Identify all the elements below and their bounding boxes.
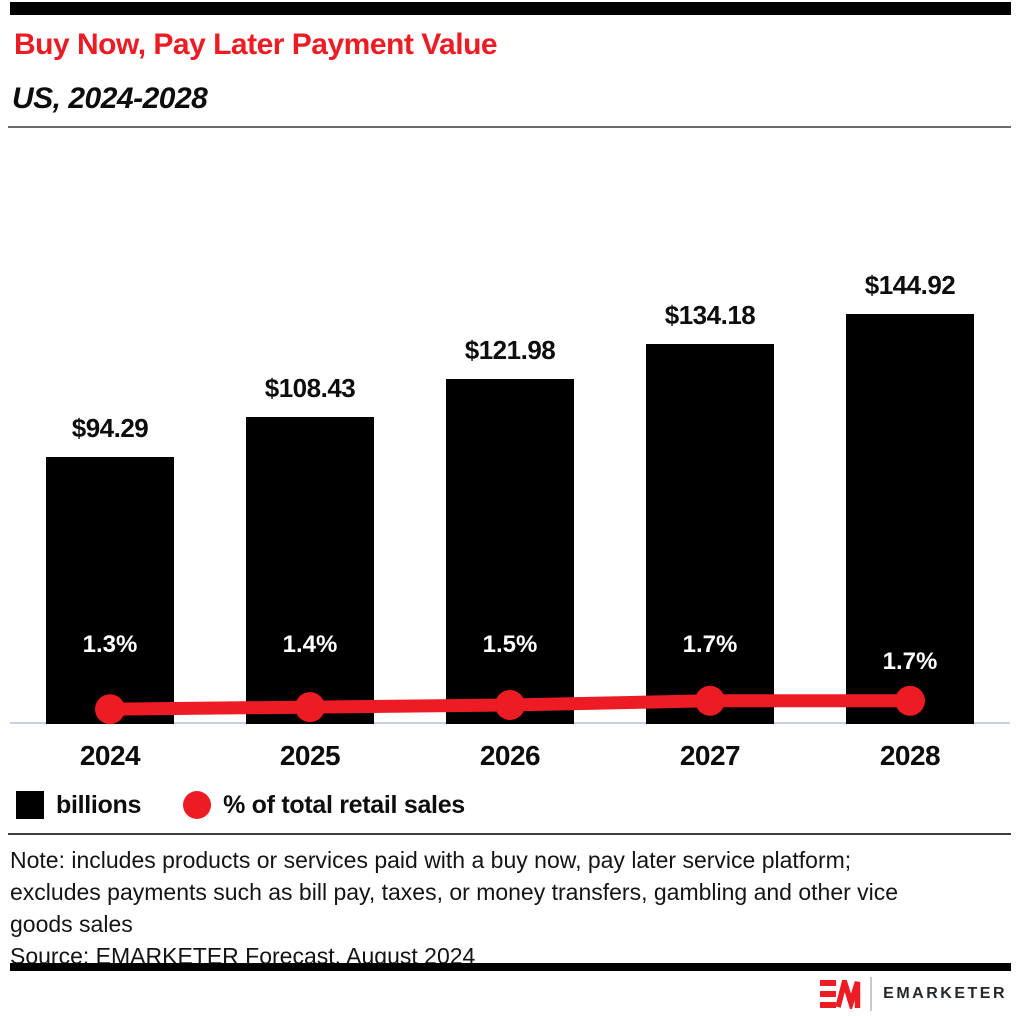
note-line-2: excludes payments such as bill pay, taxe… xyxy=(10,879,899,905)
line-value-label-2026: 1.5% xyxy=(482,631,538,658)
bar-value-label-2025: $108.43 xyxy=(264,373,356,403)
red-circle-swatch-icon xyxy=(183,791,212,819)
note-line-3: goods sales xyxy=(10,911,133,937)
bar-2027 xyxy=(646,344,774,724)
x-axis-label-2026: 2026 xyxy=(479,740,541,771)
bar-2028 xyxy=(846,314,974,724)
emarketer-logo-mark-icon xyxy=(820,979,861,1009)
bar-2026 xyxy=(446,379,574,724)
bar-value-label-2026: $121.98 xyxy=(464,335,556,365)
x-axis-label-2027: 2027 xyxy=(679,740,741,771)
logo-divider xyxy=(870,977,873,1011)
chart-title: Buy Now, Pay Later Payment Value xyxy=(14,28,498,61)
line-value-label-2024: 1.3% xyxy=(82,631,138,658)
bar-value-label-2027: $134.18 xyxy=(664,300,756,330)
note-line-1: Note: includes products or services paid… xyxy=(10,847,852,873)
x-axis-label-2024: 2024 xyxy=(79,740,141,771)
line-value-label-2027: 1.7% xyxy=(682,631,738,658)
bar-2025 xyxy=(246,417,374,724)
header-divider xyxy=(8,126,1011,128)
chart-legend: billions % of total retail sales xyxy=(16,790,465,820)
bar-value-label-2028: $144.92 xyxy=(864,270,956,300)
line-value-label-2025: 1.4% xyxy=(282,631,338,658)
top-border-bar xyxy=(10,2,1011,15)
chart-subtitle: US, 2024-2028 xyxy=(12,82,208,115)
x-axis-label-2028: 2028 xyxy=(879,740,941,771)
black-square-swatch-icon xyxy=(16,791,44,819)
legend-divider xyxy=(8,833,1011,835)
note-text: Note: includes products or services paid… xyxy=(10,844,945,940)
legend-label-billions: billions xyxy=(56,790,142,819)
x-axis-label-2025: 2025 xyxy=(279,740,341,771)
chart-area: $94.29 1.3% 2024 $108.43 1.4% 2025 $121.98 1.5%… xyxy=(10,270,1010,771)
bar-value-label-2024: $94.29 xyxy=(71,413,149,443)
bar-2024 xyxy=(46,457,174,724)
legend-item-retail-sales: % of total retail sales xyxy=(183,791,465,820)
line-value-label-2028: 1.7% xyxy=(882,648,938,675)
emarketer-wordmark: EMARKETER xyxy=(883,985,1007,1002)
legend-item-billions: billions xyxy=(16,791,141,820)
bottom-border-bar xyxy=(10,963,1011,971)
emarketer-logo: EMARKETER xyxy=(820,977,1007,1011)
legend-label-retail-sales: % of total retail sales xyxy=(223,790,465,819)
